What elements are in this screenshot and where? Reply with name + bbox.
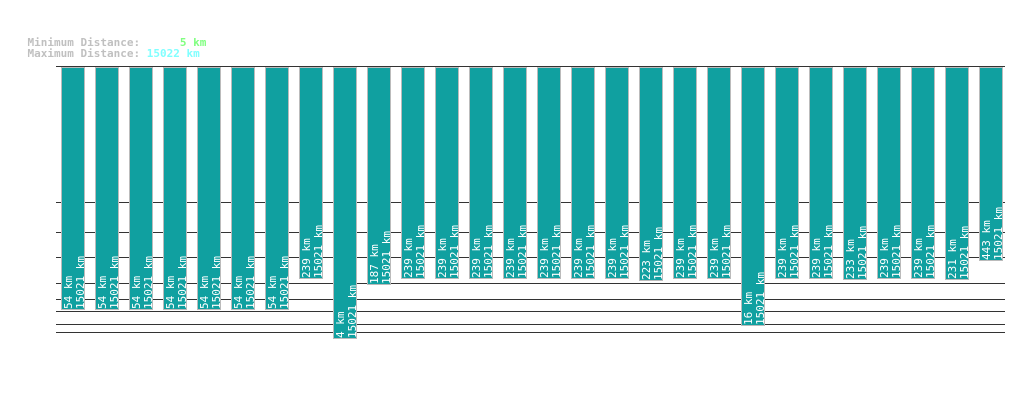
max-distance-label: Maximum Distance: [27, 47, 141, 60]
bar: 231 km 15021 km [945, 67, 971, 280]
bar: 239 km 15021 km [537, 67, 563, 279]
bar-label: 239 km 15021 km [912, 225, 937, 278]
bar-label: 239 km 15021 km [572, 225, 597, 278]
bar: 239 km 15021 km [401, 67, 427, 279]
bar: 54 km 15021 km [231, 67, 257, 310]
bar: 239 km 15021 km [673, 67, 699, 279]
bar: 4 km 15021 km [333, 67, 359, 339]
bar-label: 239 km 15021 km [470, 225, 495, 278]
bar: 443 km 15021 km [979, 67, 1005, 261]
bar-label: 231 km 15021 km [946, 226, 971, 279]
bar-label: 54 km 15021 km [266, 256, 291, 309]
bar: 187 km 15021 km [367, 67, 393, 285]
bar-label: 239 km 15021 km [674, 225, 699, 278]
bar: 54 km 15021 km [197, 67, 223, 310]
bar: 239 km 15021 km [877, 67, 903, 279]
bar-label: 239 km 15021 km [300, 225, 325, 278]
gridline [56, 311, 1005, 312]
bar-label: 223 km 15021 km [640, 227, 665, 280]
gridline [56, 332, 1005, 333]
bar-label: 443 km 15021 km [980, 207, 1005, 260]
min-distance-label: Minimum Distance: [27, 36, 141, 49]
bar: 239 km 15021 km [775, 67, 801, 279]
bar: 239 km 15021 km [911, 67, 937, 279]
bar-label: 239 km 15021 km [504, 225, 529, 278]
bar-label: 54 km 15021 km [62, 256, 87, 309]
gridline [56, 324, 1005, 325]
bar: 54 km 15021 km [61, 67, 87, 310]
bar-label: 187 km 15021 km [368, 231, 393, 284]
bar: 239 km 15021 km [571, 67, 597, 279]
gridline [56, 283, 1005, 284]
gridline [56, 257, 1005, 258]
bar-label: 239 km 15021 km [402, 225, 427, 278]
bar: 54 km 15021 km [163, 67, 189, 310]
bar: 16 km 15021 km [741, 67, 767, 326]
bar: 54 km 15021 km [95, 67, 121, 310]
bar: 239 km 15021 km [707, 67, 733, 279]
gridline [56, 299, 1005, 300]
bar: 54 km 15021 km [265, 67, 291, 310]
bar-label: 233 km 15021 km [844, 225, 869, 279]
bar-label: 239 km 15021 km [436, 225, 461, 278]
bar: 239 km 15021 km [299, 67, 325, 279]
bar-label: 16 km 15021 km [742, 272, 767, 325]
gridline [56, 202, 1005, 203]
min-distance-value: 5 km [179, 36, 207, 49]
bar: 239 km 15021 km [435, 67, 461, 279]
bar: 223 km 15021 km [639, 67, 665, 281]
bar: 239 km 15021 km [605, 67, 631, 279]
bar-label: 54 km 15021 km [130, 256, 155, 309]
bar: 239 km 15021 km [503, 67, 529, 279]
min-distance-row: Minimum Distance: 5 km [1, 26, 207, 59]
bar-label: 239 km 15021 km [538, 225, 563, 278]
bar-label: 54 km 15021 km [96, 256, 121, 309]
bar-label: 239 km 15021 km [878, 225, 903, 278]
gridline [56, 66, 1005, 67]
max-distance-row: Maximum Distance: 15022 km [1, 37, 200, 70]
bar: 54 km 15021 km [129, 67, 155, 310]
bar-label: 239 km 15021 km [810, 225, 835, 278]
bar-label: 239 km 15021 km [708, 225, 733, 278]
bar-label: 54 km 15021 km [232, 256, 257, 309]
bar-label: 239 km 15021 km [776, 225, 801, 278]
gridline [56, 232, 1005, 233]
max-distance-value: 15022 km [146, 47, 200, 60]
bar-label: 4 km 15021 km [334, 285, 359, 338]
bar: 239 km 15021 km [809, 67, 835, 279]
bar-label: 54 km 15021 km [198, 256, 223, 309]
bar: 239 km 15021 km [469, 67, 495, 279]
bar-label: 54 km 15021 km [164, 256, 189, 309]
bar: 233 km 15021 km [843, 67, 869, 280]
bar-label: 239 km 15021 km [606, 225, 631, 278]
